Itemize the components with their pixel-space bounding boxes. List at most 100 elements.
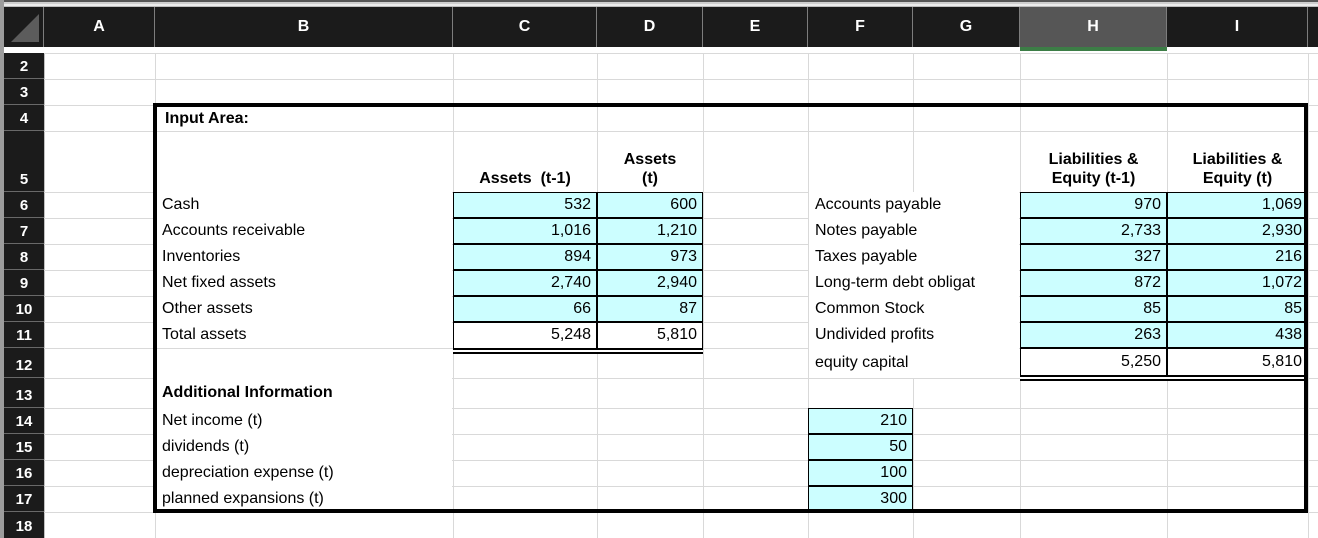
cell-b6-label[interactable]: Cash bbox=[156, 192, 452, 218]
row-header-18[interactable]: 18 bbox=[4, 512, 44, 538]
cell-f7-label[interactable]: Notes payable bbox=[809, 218, 1019, 244]
cell-h9[interactable]: 872 bbox=[1020, 270, 1167, 296]
gridline bbox=[44, 105, 1318, 106]
cell-f8-label[interactable]: Taxes payable bbox=[809, 244, 1019, 270]
row-header-9[interactable]: 9 bbox=[4, 270, 44, 296]
gridline bbox=[44, 486, 1318, 487]
window-top-edge bbox=[0, 0, 1318, 7]
cell-i7[interactable]: 2,930 bbox=[1167, 218, 1308, 244]
cell-i6[interactable]: 1,069 bbox=[1167, 192, 1308, 218]
row-header-3[interactable]: 3 bbox=[4, 79, 44, 105]
row-header-16[interactable]: 16 bbox=[4, 460, 44, 486]
col-header-i[interactable]: I bbox=[1167, 7, 1308, 47]
cell-c5-assets-t1-header[interactable]: Assets (t-1) bbox=[479, 170, 571, 187]
gridline bbox=[44, 131, 1318, 132]
row-header-12[interactable]: 12 bbox=[4, 348, 44, 378]
header-line: Liabilities & bbox=[1048, 151, 1139, 168]
header-line: (t) bbox=[642, 170, 658, 187]
cell-c11-total-assets-t1[interactable]: 5,248 bbox=[453, 322, 597, 348]
cell-b7-label[interactable]: Accounts receivable bbox=[156, 218, 452, 244]
gridline bbox=[44, 53, 1318, 54]
window-left-edge bbox=[0, 0, 4, 538]
cell-h11[interactable]: 263 bbox=[1020, 322, 1167, 348]
cell-f10-label[interactable]: Common Stock bbox=[809, 296, 1019, 322]
cell-d6[interactable]: 600 bbox=[597, 192, 703, 218]
gridline bbox=[1308, 53, 1309, 538]
gridline bbox=[44, 434, 1318, 435]
row-header-17[interactable]: 17 bbox=[4, 486, 44, 512]
cell-f12-equity-capital-label[interactable]: equity capital bbox=[809, 348, 1019, 378]
row-header-2[interactable]: 2 bbox=[4, 53, 44, 79]
row-header-13[interactable]: 13 bbox=[4, 378, 44, 408]
col-header-f[interactable]: F bbox=[808, 7, 913, 47]
row-header-4[interactable]: 4 bbox=[4, 105, 44, 131]
cell-h12-equity-capital-t1[interactable]: 5,250 bbox=[1020, 348, 1167, 375]
cell-f14[interactable]: 210 bbox=[808, 408, 913, 434]
gridline bbox=[808, 53, 809, 538]
cell-f6-label[interactable]: Accounts payable bbox=[809, 192, 1019, 218]
row-header-7[interactable]: 7 bbox=[4, 218, 44, 244]
cell-b8-label[interactable]: Inventories bbox=[156, 244, 452, 270]
gridline bbox=[44, 378, 1318, 379]
row-header-8[interactable]: 8 bbox=[4, 244, 44, 270]
col-header-partial[interactable] bbox=[1308, 7, 1318, 47]
select-all-corner[interactable] bbox=[4, 7, 44, 47]
cell-b11-total-assets-label[interactable]: Total assets bbox=[156, 322, 452, 348]
cell-b10-label[interactable]: Other assets bbox=[156, 296, 452, 322]
cell-i5-liabilities-t-header[interactable]: Liabilities & Equity (t) bbox=[1167, 131, 1308, 192]
gridline bbox=[703, 53, 704, 538]
cell-d11-total-assets-t[interactable]: 5,810 bbox=[597, 322, 703, 348]
cell-h7[interactable]: 2,733 bbox=[1020, 218, 1167, 244]
col-header-g[interactable]: G bbox=[913, 7, 1020, 47]
row-header-6[interactable]: 6 bbox=[4, 192, 44, 218]
cell-i11[interactable]: 438 bbox=[1167, 322, 1308, 348]
col-header-e[interactable]: E bbox=[703, 7, 808, 47]
cell-c8[interactable]: 894 bbox=[453, 244, 597, 270]
gridline bbox=[44, 408, 1318, 409]
cell-f16[interactable]: 100 bbox=[808, 460, 913, 486]
cell-h5-liabilities-t1-header[interactable]: Liabilities & Equity (t-1) bbox=[1020, 131, 1167, 192]
cell-f9-label[interactable]: Long-term debt obligat bbox=[809, 270, 1019, 296]
cell-d7[interactable]: 1,210 bbox=[597, 218, 703, 244]
cell-h8[interactable]: 327 bbox=[1020, 244, 1167, 270]
cell-d9[interactable]: 2,940 bbox=[597, 270, 703, 296]
cell-d8[interactable]: 973 bbox=[597, 244, 703, 270]
cell-d10[interactable]: 87 bbox=[597, 296, 703, 322]
col-header-h-selected[interactable]: H bbox=[1020, 7, 1167, 47]
cell-c7[interactable]: 1,016 bbox=[453, 218, 597, 244]
row-header-15[interactable]: 15 bbox=[4, 434, 44, 460]
cell-i12-equity-capital-t[interactable]: 5,810 bbox=[1167, 348, 1308, 375]
cell-i8[interactable]: 216 bbox=[1167, 244, 1308, 270]
cell-b4-input-area-title[interactable]: Input Area: bbox=[157, 107, 453, 131]
cell-b14-label[interactable]: Net income (t) bbox=[156, 408, 452, 434]
cell-d5-assets-t-header[interactable]: Assets (t) bbox=[597, 131, 703, 192]
row-header-14[interactable]: 14 bbox=[4, 408, 44, 434]
cell-b13-additional-info-title[interactable]: Additional Information bbox=[156, 378, 452, 408]
select-all-triangle-icon bbox=[11, 14, 39, 42]
col-header-b[interactable]: B bbox=[155, 7, 453, 47]
cell-b15-label[interactable]: dividends (t) bbox=[156, 434, 452, 460]
cell-c6[interactable]: 532 bbox=[453, 192, 597, 218]
cell-b16-label[interactable]: depreciation expense (t) bbox=[156, 460, 452, 486]
gridline bbox=[44, 512, 1318, 513]
cell-c9[interactable]: 2,740 bbox=[453, 270, 597, 296]
col-header-d[interactable]: D bbox=[597, 7, 703, 47]
cell-f15[interactable]: 50 bbox=[808, 434, 913, 460]
row-header-11[interactable]: 11 bbox=[4, 322, 44, 348]
cell-h10[interactable]: 85 bbox=[1020, 296, 1167, 322]
cell-f11-label[interactable]: Undivided profits bbox=[809, 322, 1019, 348]
col-header-c[interactable]: C bbox=[453, 7, 597, 47]
col-header-a[interactable]: A bbox=[44, 7, 155, 47]
cell-i10[interactable]: 85 bbox=[1167, 296, 1308, 322]
cell-i9[interactable]: 1,072 bbox=[1167, 270, 1308, 296]
cell-h6[interactable]: 970 bbox=[1020, 192, 1167, 218]
gridline bbox=[44, 460, 1318, 461]
cell-b9-label[interactable]: Net fixed assets bbox=[156, 270, 452, 296]
row-header-5[interactable]: 5 bbox=[4, 131, 44, 192]
cell-b17-label[interactable]: planned expansions (t) bbox=[156, 486, 452, 512]
cell-f17[interactable]: 300 bbox=[808, 486, 913, 512]
header-line: Equity (t) bbox=[1202, 170, 1273, 187]
cell-c10[interactable]: 66 bbox=[453, 296, 597, 322]
row-header-10[interactable]: 10 bbox=[4, 296, 44, 322]
